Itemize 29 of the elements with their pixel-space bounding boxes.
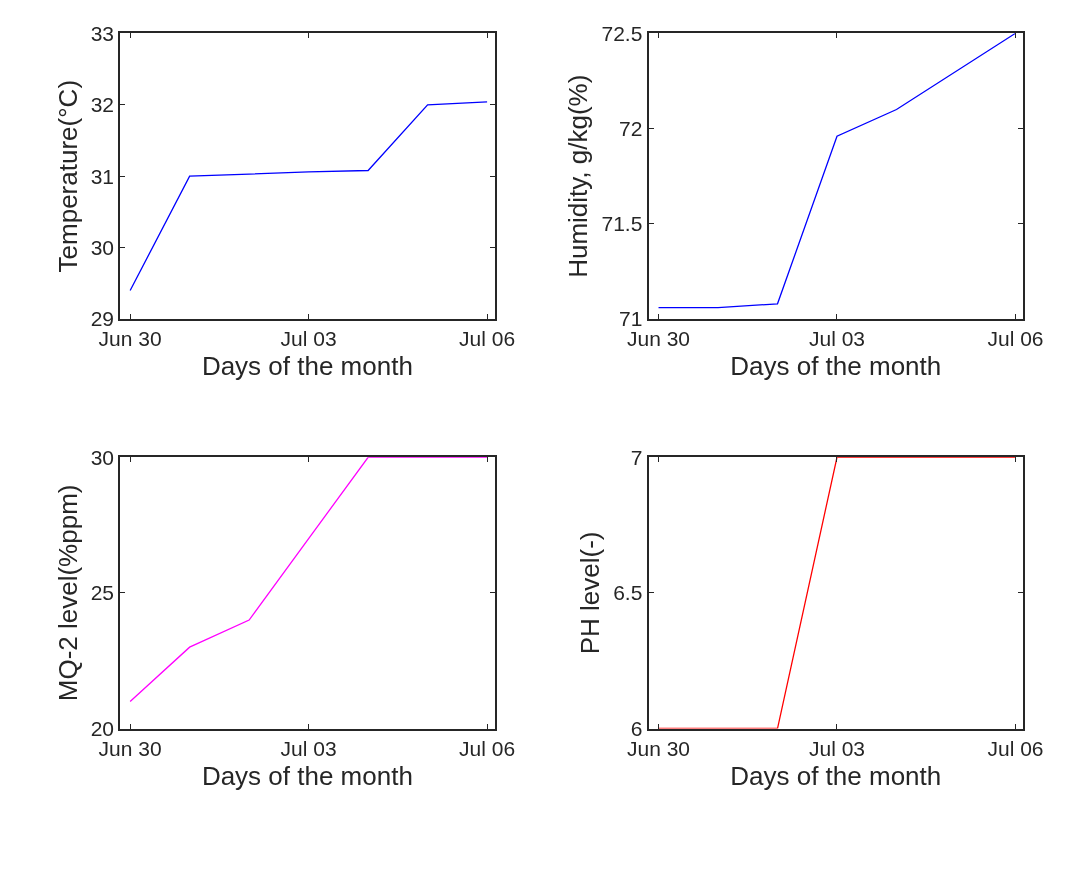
y-axis-title: MQ-2 level(%ppm) — [52, 484, 83, 702]
x-tick-label: Jul 06 — [987, 736, 1044, 760]
y-tick-label: 71.5 — [601, 212, 643, 236]
y-tick-label: 32 — [90, 93, 115, 117]
x-tick-label: Jul 03 — [280, 327, 337, 351]
x-axis-title: Days of the month — [201, 351, 413, 382]
y-axis-title: PH level(-) — [575, 531, 606, 655]
y-tick-label: 72.5 — [601, 21, 643, 45]
x-tick-label: Jul 03 — [808, 327, 866, 351]
x-tick-label: Jul 03 — [280, 736, 337, 760]
line-series — [129, 101, 488, 292]
line-series — [657, 33, 1017, 309]
y-tick-label: 33 — [90, 21, 115, 45]
y-tick-label: 30 — [90, 236, 115, 259]
y-tick-label: 25 — [90, 581, 115, 605]
x-tick-label: Jul 03 — [808, 736, 866, 760]
y-axis-title: Temperature(°C) — [52, 79, 83, 273]
y-axis-title: Humidity, g/kg(%) — [563, 74, 594, 278]
y-tick-label: 7 — [630, 445, 643, 469]
x-axis-title: Days of the month — [201, 760, 413, 791]
y-tick-label: 31 — [90, 164, 115, 188]
y-tick-label: 30 — [90, 445, 115, 469]
y-tick-label: 6.5 — [613, 581, 643, 605]
x-axis-title: Days of the month — [730, 351, 942, 382]
x-tick-label: Jul 06 — [459, 736, 516, 760]
x-tick-label: Jul 06 — [987, 327, 1044, 351]
x-axis-title: Days of the month — [730, 760, 942, 791]
x-tick-label: Jul 06 — [459, 327, 516, 351]
y-tick-label: 72 — [619, 116, 643, 140]
